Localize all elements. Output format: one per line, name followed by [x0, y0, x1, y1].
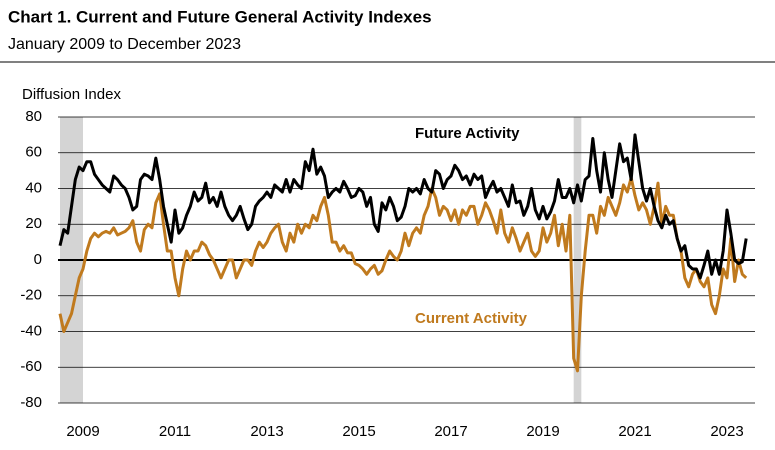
y-tick-label: -40	[20, 322, 42, 339]
y-tick-label: -20	[20, 287, 42, 304]
x-tick-label: 2015	[342, 423, 375, 440]
y-tick-label: 40	[25, 179, 42, 196]
annotation: Current Activity	[415, 310, 528, 327]
x-tick-label: 2021	[618, 423, 651, 440]
x-tick-label: 2017	[434, 423, 467, 440]
x-tick-label: 2013	[250, 423, 283, 440]
y-tick-label: -60	[20, 358, 42, 375]
y-tick-label: 80	[25, 108, 42, 125]
plot-area: -80 -60 -40 -20 0 20 40 60 80 2009 2011 2013 2015 201…	[20, 108, 755, 440]
y-axis-label: Diffusion Index	[22, 86, 121, 103]
y-tick-label: 20	[25, 215, 42, 232]
x-tick-label: 2019	[526, 423, 559, 440]
x-tick-label: 2009	[66, 423, 99, 440]
y-tick-label: 0	[34, 251, 42, 268]
annotation: Future Activity	[415, 125, 520, 142]
chart-title: Chart 1. Current and Future General Acti…	[8, 7, 432, 26]
y-tick-label: -80	[20, 394, 42, 411]
x-tick-label: 2011	[159, 423, 191, 440]
series-line	[58, 133, 748, 280]
y-tick-label: 60	[25, 144, 42, 161]
chart-subtitle: January 2009 to December 2023	[8, 36, 241, 53]
x-tick-label: 2023	[710, 423, 743, 440]
